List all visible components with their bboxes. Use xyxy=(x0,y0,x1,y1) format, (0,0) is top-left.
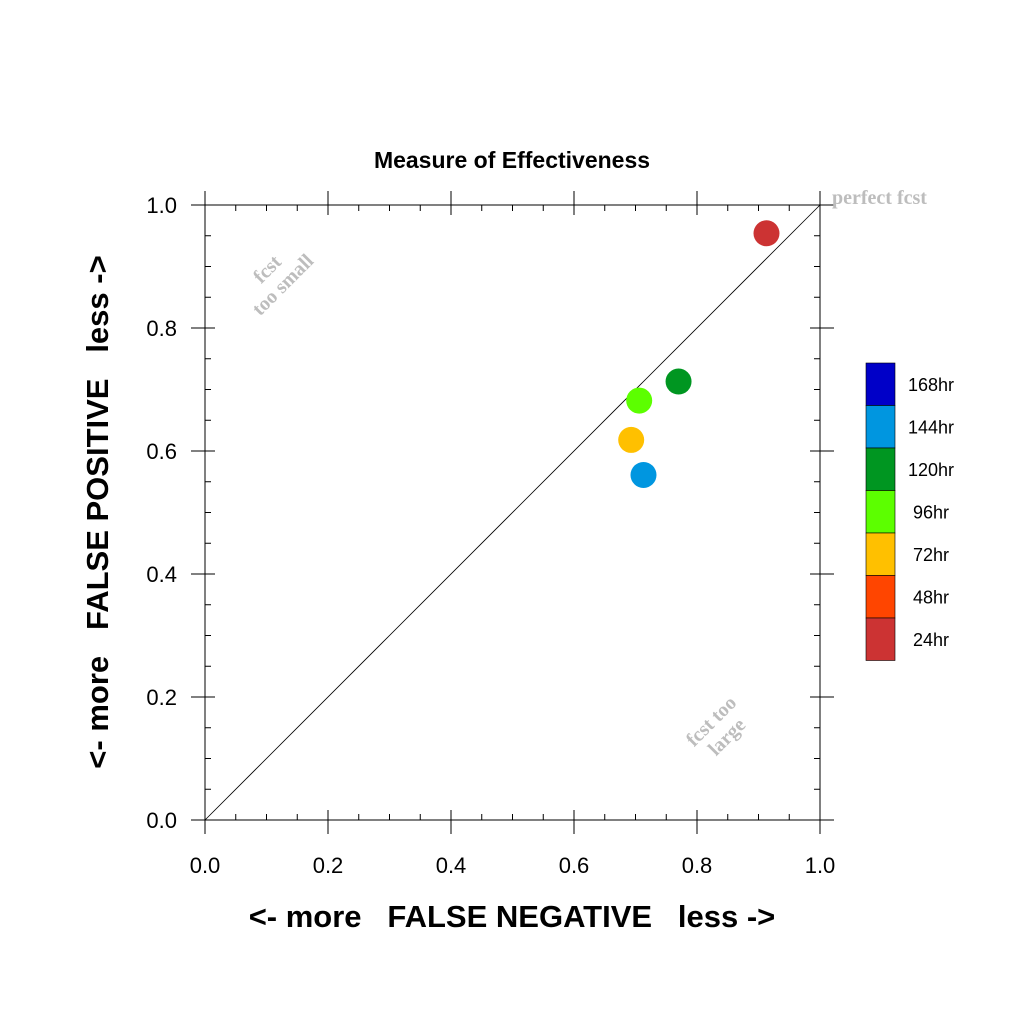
x-tick-label: 1.0 xyxy=(805,853,836,878)
legend-swatch xyxy=(865,405,896,449)
x-tick-labels: 0.0 0.2 0.4 0.6 0.8 1.0 xyxy=(190,853,836,878)
annotation-small-line-2: too small xyxy=(248,250,318,320)
legend-label: 24hr xyxy=(913,630,949,650)
data-point xyxy=(665,368,692,395)
chart-title: Measure of Effectiveness xyxy=(374,147,650,173)
x-tick-label: 0.4 xyxy=(436,853,467,878)
annotation-fcst-too-large: fcst too large xyxy=(682,692,750,760)
y-tick-label: 0.4 xyxy=(146,562,177,587)
y-tick-label: 0.2 xyxy=(146,685,177,710)
legend-swatch xyxy=(865,575,896,619)
x-axis-label: <- more FALSE NEGATIVE less -> xyxy=(249,899,776,934)
data-points xyxy=(618,220,780,488)
y-tick-labels: 0.0 0.2 0.4 0.6 0.8 1.0 xyxy=(146,193,177,833)
legend-swatch xyxy=(865,362,896,406)
legend-swatch xyxy=(865,447,896,491)
y-tick-label: 1.0 xyxy=(146,193,177,218)
legend-label: 48hr xyxy=(913,587,949,607)
legend-swatch xyxy=(865,617,896,661)
legend-label: 168hr xyxy=(908,375,954,395)
y-tick-label: 0.0 xyxy=(146,808,177,833)
legend-label: 144hr xyxy=(908,417,954,437)
legend-swatch xyxy=(865,532,896,576)
legend: 168hr 144hr 120hr 96hr 72hr 48hr 24hr xyxy=(865,362,954,661)
tick-marks xyxy=(191,191,834,834)
annotation-fcst-too-small: fcst too small xyxy=(248,250,318,320)
x-tick-label: 0.8 xyxy=(682,853,713,878)
data-point xyxy=(626,387,653,414)
legend-label: 72hr xyxy=(913,545,949,565)
data-point xyxy=(630,461,657,488)
data-point xyxy=(753,220,780,247)
legend-label: 120hr xyxy=(908,460,954,480)
annotation-perfect-fcst: perfect fcst xyxy=(832,187,927,209)
y-tick-label: 0.8 xyxy=(146,316,177,341)
y-tick-label: 0.6 xyxy=(146,439,177,464)
x-tick-label: 0.2 xyxy=(313,853,344,878)
legend-label: 96hr xyxy=(913,502,949,522)
legend-swatch xyxy=(865,490,896,534)
perfect-forecast-line xyxy=(204,204,821,821)
y-axis-label: <- more FALSE POSITIVE less -> xyxy=(80,255,115,768)
x-tick-label: 0.6 xyxy=(559,853,590,878)
data-point xyxy=(618,426,645,453)
x-tick-label: 0.0 xyxy=(190,853,221,878)
